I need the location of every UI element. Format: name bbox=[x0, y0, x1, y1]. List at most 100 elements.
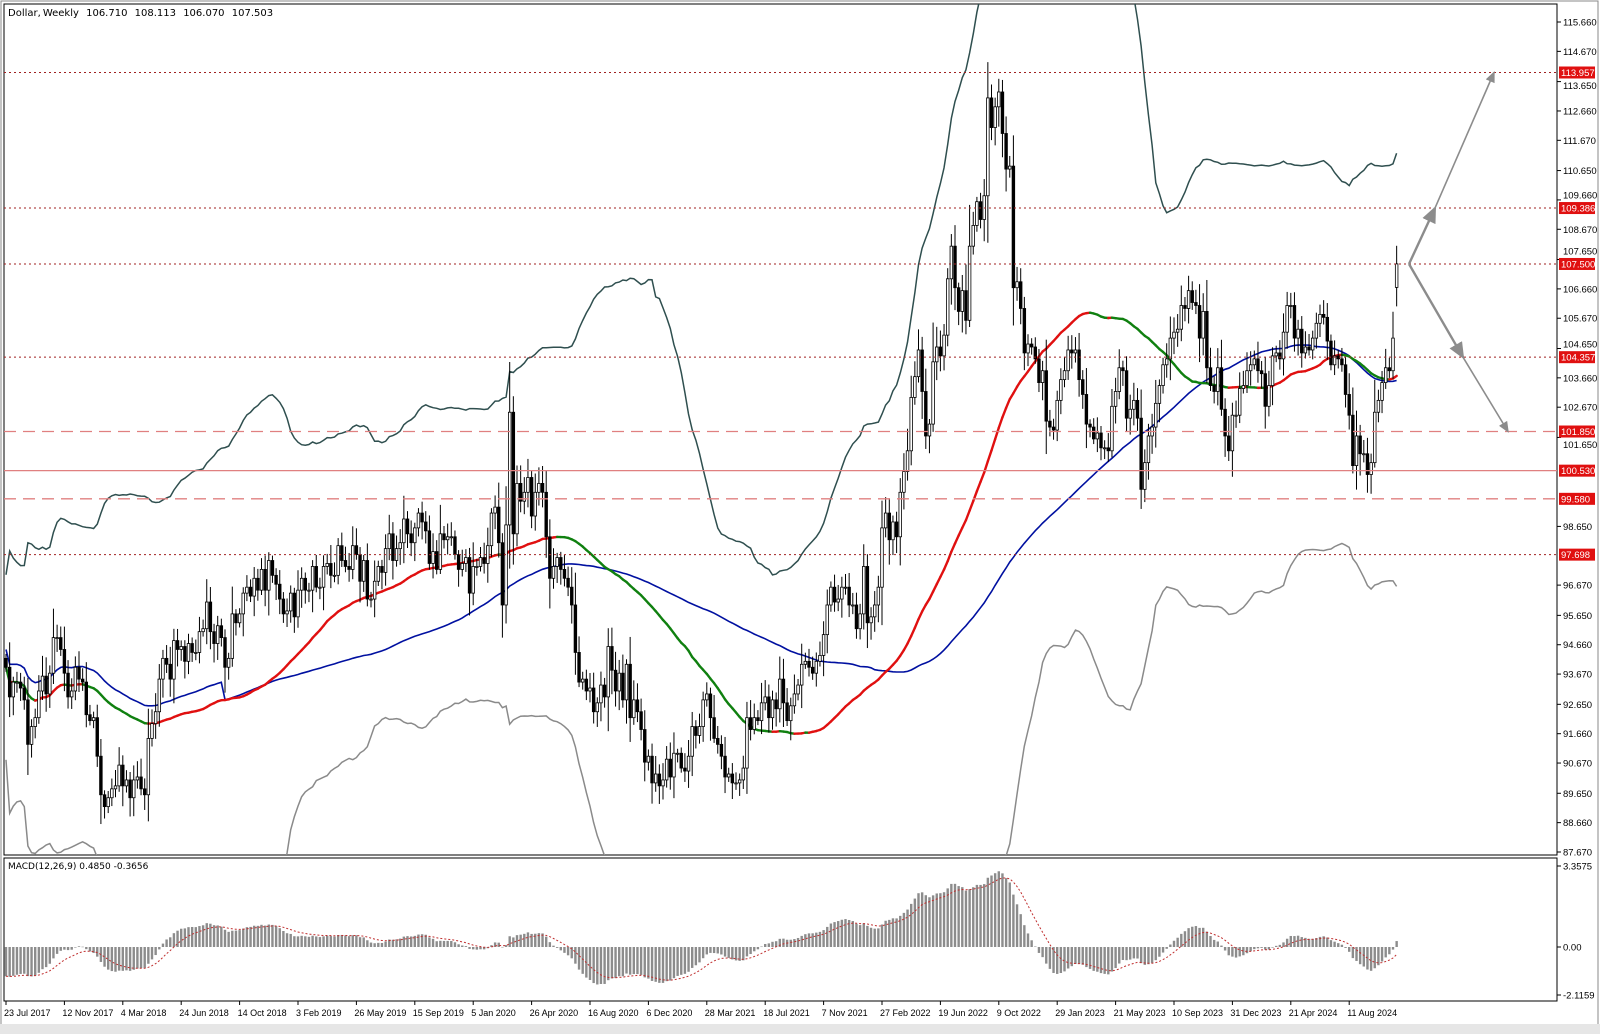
macd-histogram-bar bbox=[296, 936, 300, 947]
candle bbox=[661, 763, 665, 800]
candle-body bbox=[186, 643, 191, 662]
candle-body bbox=[690, 726, 694, 757]
projection-arrow bbox=[1434, 71, 1495, 209]
candle bbox=[471, 542, 475, 606]
date-axis-label: 27 Feb 2022 bbox=[880, 1008, 931, 1018]
macd-histogram-bar bbox=[661, 947, 665, 983]
candle bbox=[617, 659, 621, 711]
macd-histogram-bar bbox=[826, 926, 829, 947]
macd-histogram-bar bbox=[238, 930, 241, 947]
candle bbox=[562, 555, 567, 587]
candle-body bbox=[562, 569, 567, 579]
candle bbox=[161, 649, 165, 698]
price-axis-label: 102.670 bbox=[1563, 403, 1597, 414]
candle bbox=[1175, 314, 1180, 347]
candle-body bbox=[285, 610, 289, 615]
macd-histogram-bar bbox=[267, 924, 270, 947]
macd-histogram-bar bbox=[1129, 947, 1132, 960]
macd-histogram-bar bbox=[610, 947, 614, 979]
price-axis-label: 108.670 bbox=[1563, 225, 1597, 236]
candle-body bbox=[1161, 364, 1165, 386]
candle bbox=[205, 579, 209, 645]
candle-body bbox=[1081, 379, 1085, 395]
macd-histogram-bar bbox=[355, 935, 358, 947]
macd-histogram-bar bbox=[858, 925, 862, 947]
candle bbox=[942, 324, 946, 371]
macd-histogram-bar bbox=[329, 936, 333, 947]
candle-body bbox=[1256, 358, 1260, 372]
macd-histogram-bar bbox=[1150, 947, 1154, 963]
macd-histogram-bar bbox=[555, 947, 559, 948]
candle bbox=[694, 720, 698, 749]
level-price-label: 100.530 bbox=[1561, 466, 1595, 477]
macd-histogram-bar bbox=[362, 937, 365, 947]
candle bbox=[588, 673, 592, 703]
candle bbox=[836, 584, 840, 612]
candle-body bbox=[267, 560, 271, 591]
macd-histogram-bar bbox=[975, 884, 979, 947]
candle bbox=[960, 274, 964, 333]
candle bbox=[478, 547, 483, 572]
candle-body bbox=[573, 604, 578, 653]
candle bbox=[1241, 370, 1246, 394]
candle-body bbox=[288, 592, 293, 612]
candle-body bbox=[142, 788, 147, 796]
macd-histogram-bar bbox=[1191, 926, 1194, 947]
level-price-tag bbox=[1559, 492, 1595, 505]
candle bbox=[792, 674, 797, 714]
candle bbox=[712, 695, 716, 743]
candle bbox=[387, 514, 391, 561]
candle bbox=[1274, 345, 1278, 363]
candle-body bbox=[1311, 337, 1315, 351]
macd-histogram-bar bbox=[545, 936, 548, 947]
macd-histogram-bar bbox=[260, 924, 263, 947]
candle bbox=[1015, 266, 1019, 301]
candle bbox=[522, 477, 526, 515]
trend-moving-average-segment bbox=[946, 550, 953, 563]
macd-panel bbox=[3, 857, 1558, 1002]
candle bbox=[59, 626, 63, 656]
candle bbox=[1347, 373, 1351, 430]
candle bbox=[559, 551, 563, 585]
candle-body bbox=[621, 672, 625, 701]
candle-body bbox=[1219, 367, 1224, 410]
candle bbox=[1095, 417, 1100, 453]
candle-body bbox=[1154, 402, 1158, 428]
macd-histogram-bar bbox=[205, 923, 208, 947]
candle-body bbox=[117, 764, 121, 787]
macd-histogram-bar bbox=[607, 947, 610, 981]
candle bbox=[194, 639, 198, 661]
macd-histogram-bar bbox=[417, 934, 420, 947]
macd-histogram-bar bbox=[366, 940, 369, 947]
candle-body bbox=[1175, 328, 1180, 333]
candle bbox=[734, 772, 738, 790]
macd-histogram-bar bbox=[1048, 947, 1052, 969]
candle bbox=[1099, 425, 1103, 461]
candle-body bbox=[252, 577, 256, 597]
macd-histogram-bar bbox=[873, 928, 876, 947]
candle bbox=[1365, 437, 1370, 493]
candle-body bbox=[205, 601, 209, 630]
candle bbox=[365, 543, 370, 607]
macd-histogram-bar bbox=[74, 947, 77, 948]
macd-histogram-bar bbox=[406, 936, 409, 947]
candle bbox=[1033, 337, 1037, 364]
candle bbox=[1029, 338, 1034, 355]
macd-histogram-bar bbox=[482, 947, 486, 950]
macd-histogram-bar bbox=[1107, 947, 1110, 975]
candle-body bbox=[212, 631, 216, 644]
candle-body bbox=[1259, 370, 1264, 375]
candle-body bbox=[29, 726, 34, 745]
candle-body bbox=[274, 574, 278, 585]
macd-histogram-bar bbox=[1034, 946, 1037, 948]
candle bbox=[1110, 388, 1114, 458]
macd-histogram-bar bbox=[409, 936, 413, 947]
chart-title: Dollar, Weekly 106.710 108.113 106.070 10… bbox=[8, 8, 274, 19]
macd-histogram-bar bbox=[647, 947, 650, 979]
macd-histogram-bar bbox=[1391, 947, 1395, 950]
candle-body bbox=[646, 755, 651, 763]
macd-histogram-bar bbox=[128, 947, 132, 971]
macd-histogram-bar bbox=[526, 932, 530, 947]
macd-histogram-bar bbox=[85, 947, 88, 950]
